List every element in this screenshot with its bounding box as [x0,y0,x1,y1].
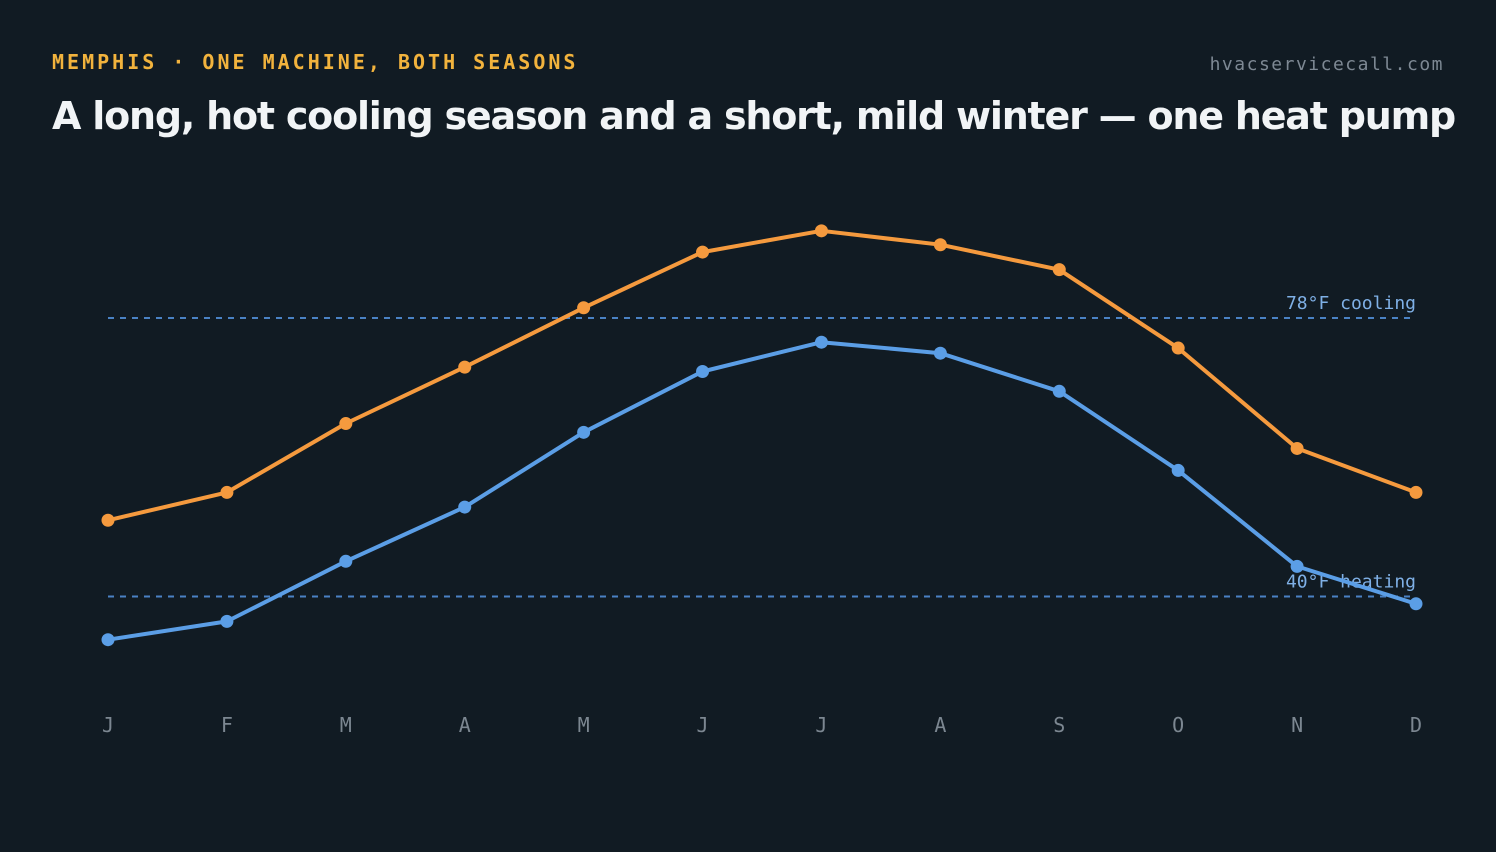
data-point-high-1 [220,485,234,499]
x-tick-label-2: M [340,713,352,737]
x-tick-label-0: J [102,713,114,737]
data-point-low-9 [1171,463,1185,477]
chart-headline: A long, hot cooling season and a short, … [52,94,1456,138]
data-point-high-10 [1290,441,1304,455]
data-point-high-7 [933,238,947,252]
data-point-low-10 [1290,559,1304,573]
data-point-high-8 [1052,263,1066,277]
data-point-low-7 [933,346,947,360]
data-point-high-11 [1409,485,1423,499]
data-point-high-2 [339,417,353,431]
data-point-high-4 [577,301,591,315]
x-tick-label-11: D [1410,713,1422,737]
data-point-low-1 [220,614,234,628]
x-tick-label-10: N [1291,713,1303,737]
x-tick-label-8: S [1053,713,1065,737]
series-line-low [106,340,1418,642]
data-point-low-8 [1052,384,1066,398]
data-point-low-0 [101,633,115,647]
x-tick-label-7: A [934,713,946,737]
eyebrow-label: MEMPHIS · ONE MACHINE, BOTH SEASONS [52,50,579,74]
data-point-high-3 [458,360,472,374]
data-point-low-11 [1409,597,1423,611]
data-point-high-0 [101,513,115,527]
data-point-low-6 [814,335,828,349]
reference-label-0: 78°F cooling [1286,293,1416,314]
x-tick-label-5: J [697,713,709,737]
x-tick-label-3: A [459,713,471,737]
data-point-high-9 [1171,341,1185,355]
data-point-low-5 [696,365,710,379]
x-tick-label-6: J [815,713,827,737]
series-line-high [106,228,1418,523]
site-url: hvacservicecall.com [1209,54,1444,75]
x-tick-label-1: F [221,713,233,737]
data-point-low-4 [577,425,591,439]
data-point-low-3 [458,500,472,514]
data-point-high-6 [814,224,828,238]
x-tick-label-4: M [578,713,590,737]
data-point-low-2 [339,554,353,568]
x-tick-label-9: O [1172,713,1184,737]
data-point-high-5 [696,245,710,259]
